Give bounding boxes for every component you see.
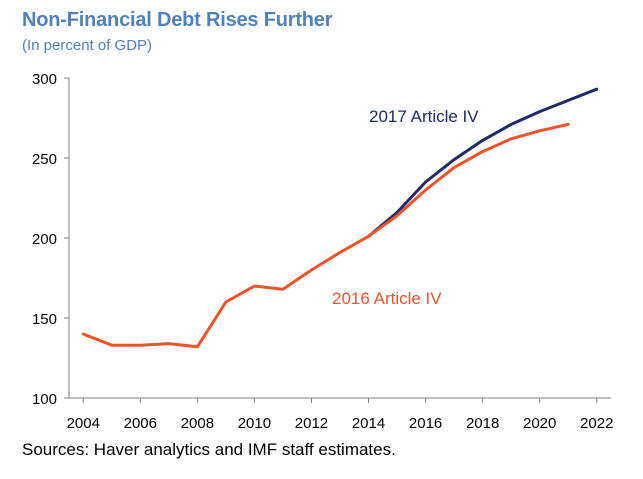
x-tick-label: 2008 [181, 415, 214, 432]
x-tick-label: 2006 [124, 415, 157, 432]
x-tick-label: 2004 [67, 415, 100, 432]
y-tick-label: 200 [32, 231, 57, 248]
source-note: Sources: Haver analytics and IMF staff e… [22, 440, 396, 459]
y-tick-label: 300 [32, 71, 57, 88]
x-tick-label: 2022 [580, 415, 613, 432]
x-tick-label: 2020 [523, 415, 556, 432]
chart-title: Non-Financial Debt Rises Further [22, 9, 333, 31]
chart-subtitle: (In percent of GDP) [22, 37, 153, 54]
series-label-2016-article-iv: 2016 Article IV [332, 289, 442, 308]
x-tick-label: 2012 [295, 415, 328, 432]
series-label-2017-article-iv: 2017 Article IV [369, 107, 479, 126]
y-tick-label: 150 [32, 311, 57, 328]
series-line-2016-article-iv [81, 122, 570, 349]
x-tick-label: 2010 [238, 415, 271, 432]
y-tick-label: 250 [32, 151, 57, 168]
x-tick-label: 2018 [466, 415, 499, 432]
x-tick-label: 2014 [352, 415, 385, 432]
y-tick-label: 100 [32, 391, 57, 408]
x-tick-label: 2016 [409, 415, 442, 432]
series-line-2017-article-iv [367, 87, 599, 238]
